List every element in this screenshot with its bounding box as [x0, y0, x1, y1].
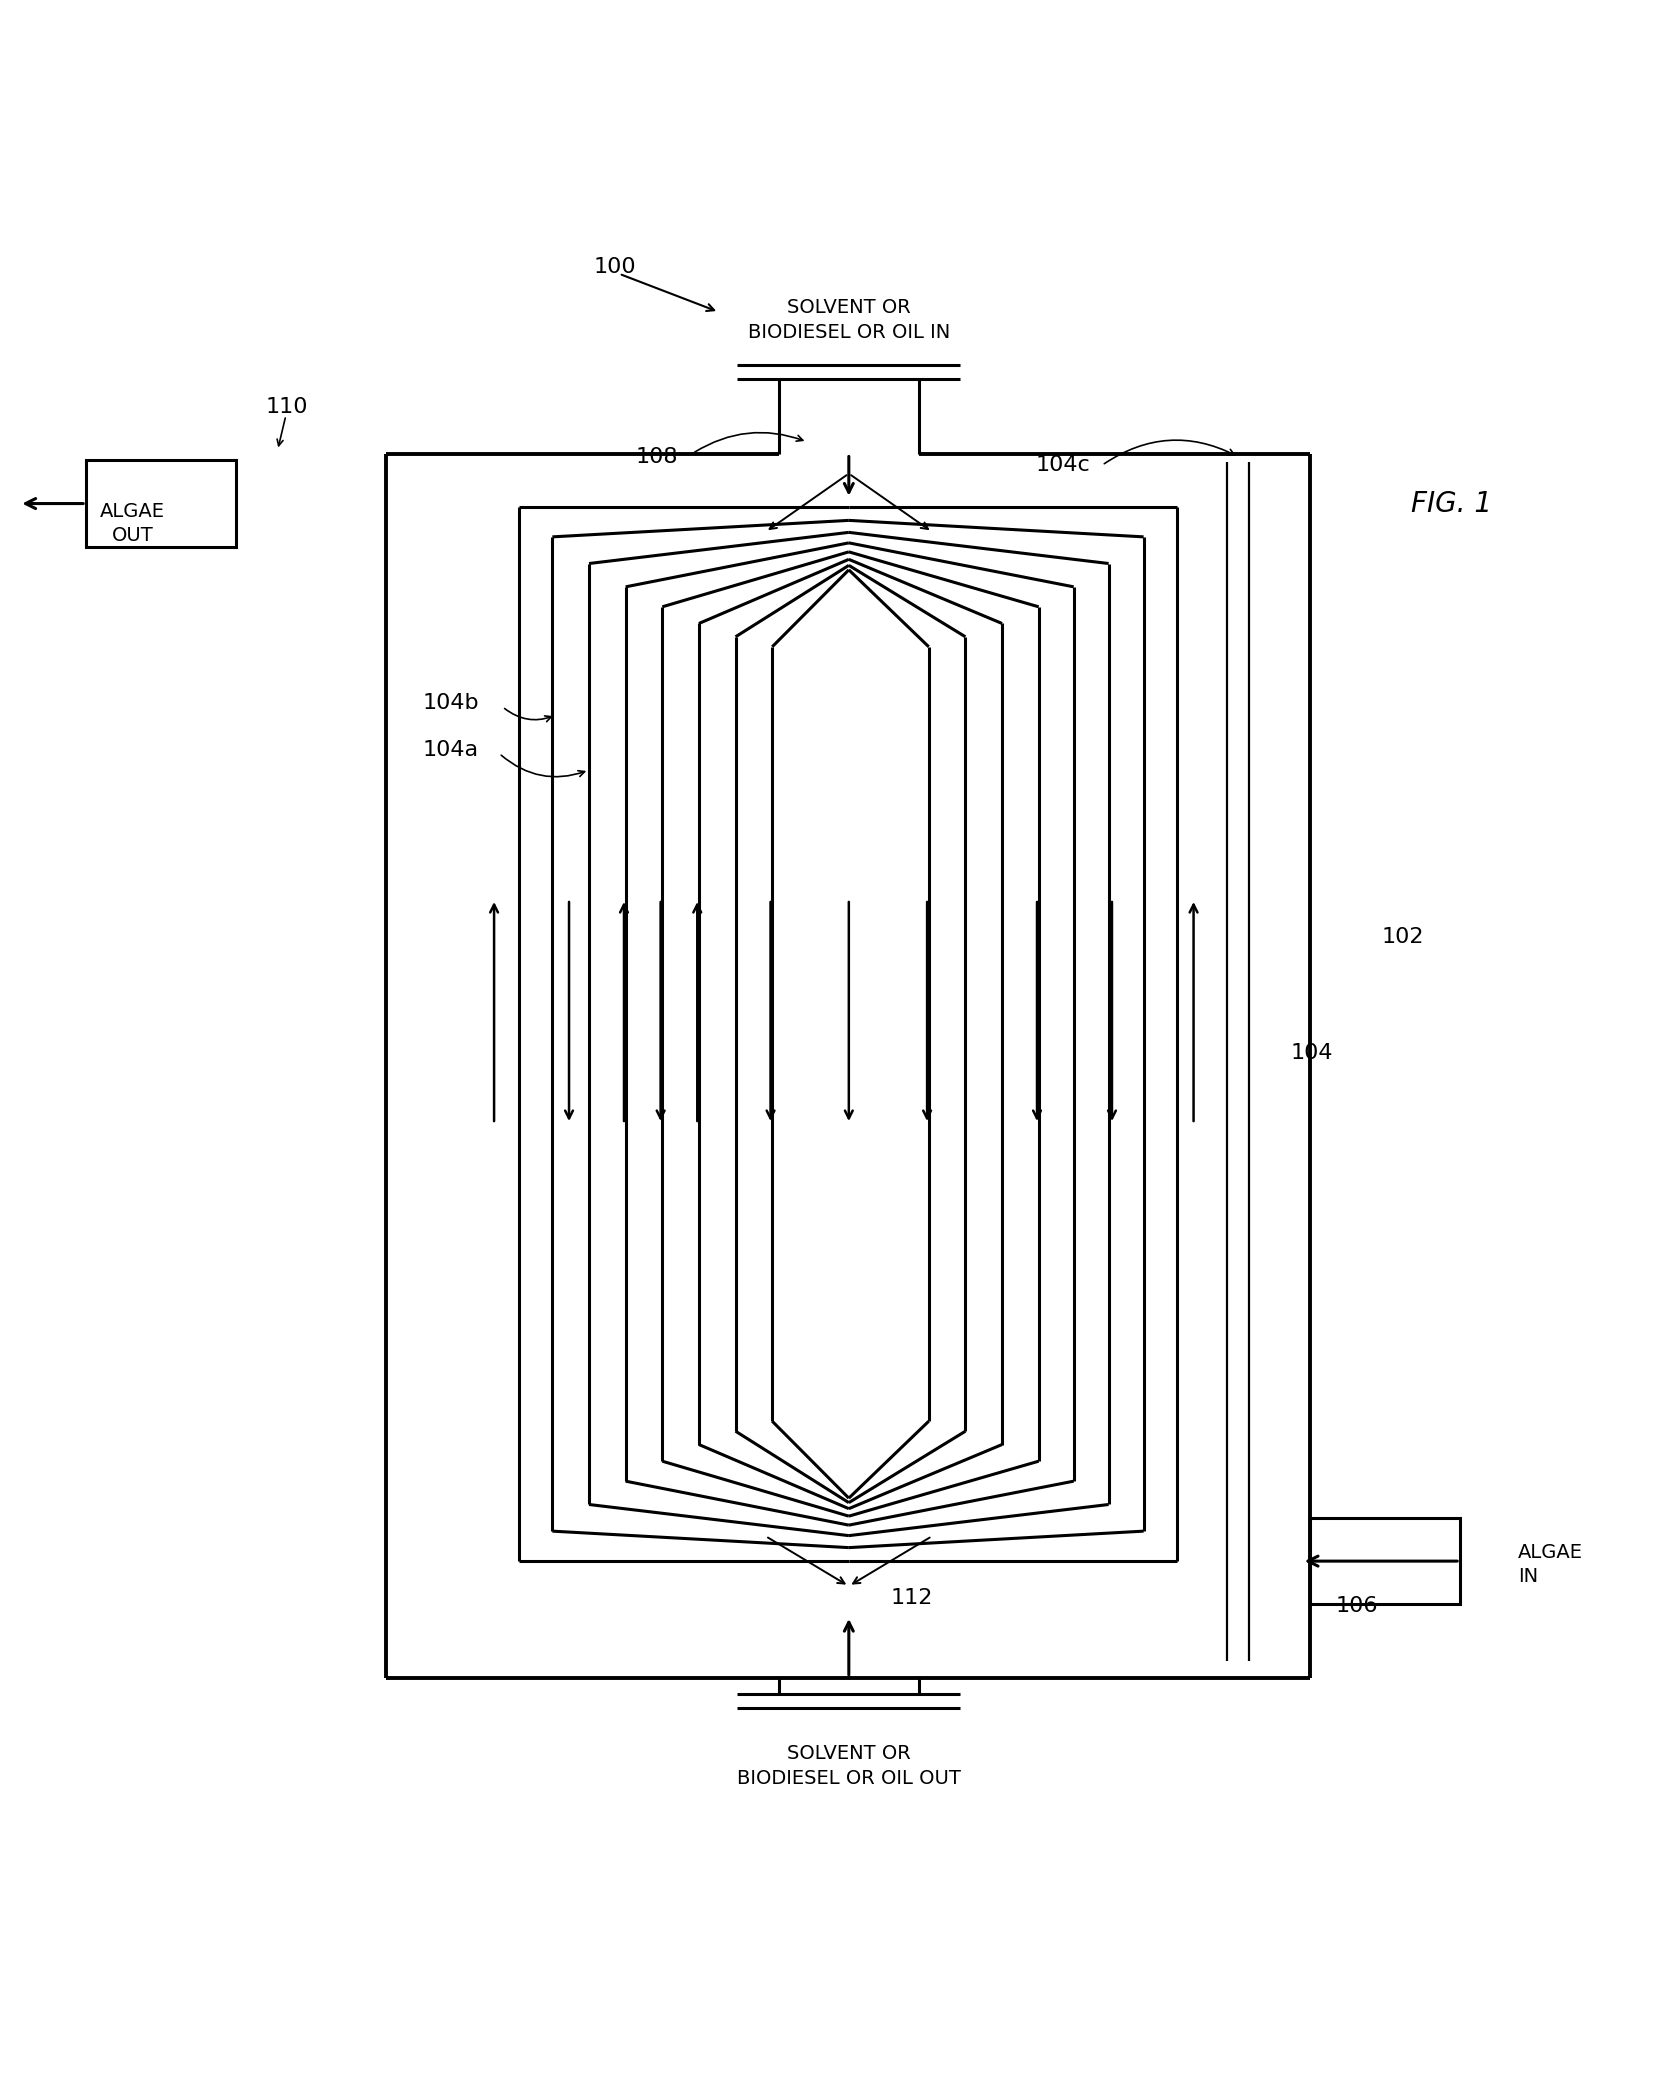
Text: 108: 108 — [635, 448, 678, 466]
Text: 100: 100 — [593, 257, 637, 278]
Text: 104a: 104a — [423, 740, 478, 761]
Text: 112: 112 — [891, 1588, 932, 1609]
Text: FIG. 1: FIG. 1 — [1412, 489, 1492, 518]
Text: 102: 102 — [1382, 927, 1424, 947]
Text: SOLVENT OR
BIODIESEL OR OIL IN: SOLVENT OR BIODIESEL OR OIL IN — [747, 299, 949, 342]
Text: 106: 106 — [1335, 1596, 1377, 1617]
Text: ALGAE
OUT: ALGAE OUT — [100, 502, 165, 545]
Bar — [85, 460, 236, 547]
Text: 104: 104 — [1290, 1043, 1333, 1063]
Bar — [1310, 1517, 1460, 1605]
Text: ALGAE
IN: ALGAE IN — [1519, 1542, 1584, 1586]
Text: 104b: 104b — [423, 692, 480, 713]
Text: SOLVENT OR
BIODIESEL OR OIL OUT: SOLVENT OR BIODIESEL OR OIL OUT — [737, 1743, 961, 1789]
Text: 110: 110 — [266, 396, 309, 417]
Text: 104c: 104c — [1036, 456, 1089, 475]
